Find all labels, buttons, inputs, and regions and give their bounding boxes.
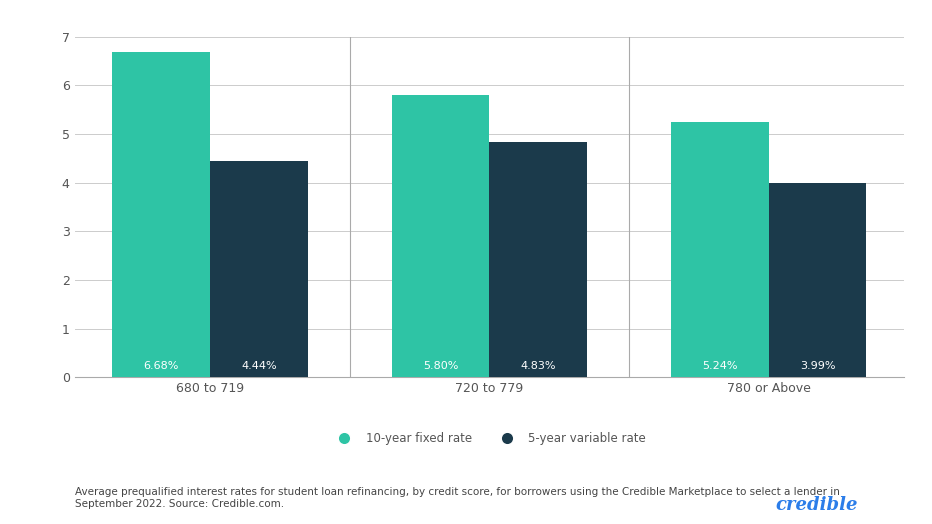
Text: Average prequalified interest rates for student loan refinancing, by credit scor: Average prequalified interest rates for …	[75, 487, 840, 509]
Text: 5.80%: 5.80%	[423, 362, 459, 372]
Bar	[391, 95, 489, 377]
Bar	[210, 161, 308, 377]
Bar	[671, 122, 769, 377]
Bar	[112, 52, 210, 377]
Text: 4.44%: 4.44%	[241, 362, 277, 372]
Legend: 10-year fixed rate, 5-year variable rate: 10-year fixed rate, 5-year variable rate	[328, 428, 651, 450]
Text: 5.24%: 5.24%	[702, 362, 737, 372]
Text: credible: credible	[774, 496, 857, 514]
Text: 3.99%: 3.99%	[800, 362, 835, 372]
Bar	[769, 183, 867, 377]
Text: 6.68%: 6.68%	[144, 362, 179, 372]
Bar	[489, 142, 587, 377]
Text: 4.83%: 4.83%	[520, 362, 555, 372]
